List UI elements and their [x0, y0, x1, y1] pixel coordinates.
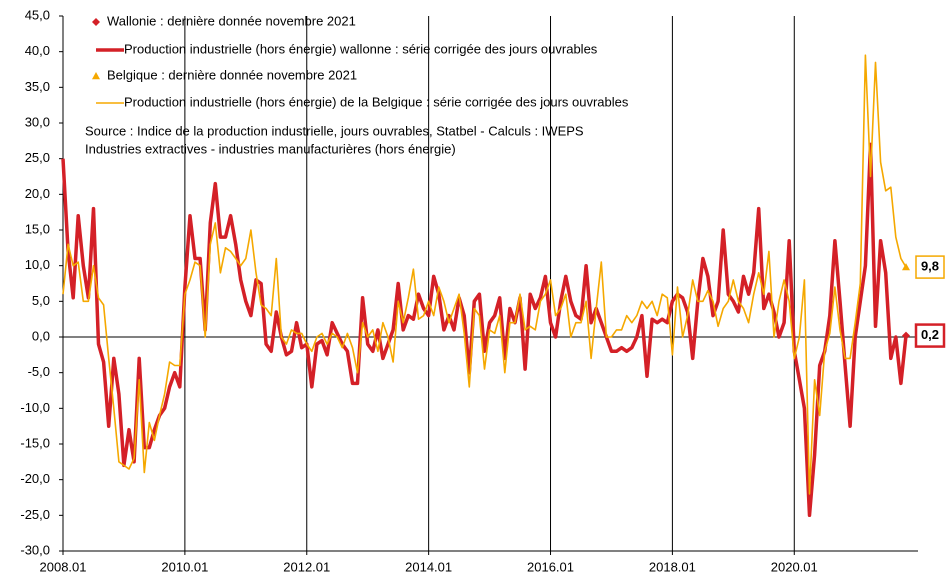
x-tick-label: 2020.01	[771, 559, 818, 574]
y-tick-label: -20,0	[20, 471, 50, 486]
annotation: Industries extractives - industries manu…	[85, 141, 456, 156]
series-line	[61, 142, 908, 518]
y-tick-label: -5,0	[28, 364, 50, 379]
x-tick-label: 2012.01	[283, 559, 330, 574]
y-tick-label: 5,0	[32, 293, 50, 308]
y-tick-label: 15,0	[25, 221, 50, 236]
legend-marker	[92, 72, 100, 80]
y-tick-label: 0,0	[32, 328, 50, 343]
legend-label: Production industrielle (hors énergie) d…	[124, 94, 629, 109]
y-tick-label: -15,0	[20, 435, 50, 450]
y-tick-label: 35,0	[25, 79, 50, 94]
y-tick-label: 10,0	[25, 257, 50, 272]
legend-label: Production industrielle (hors énergie) w…	[124, 41, 598, 56]
value-label-box	[915, 255, 945, 279]
series-line	[62, 54, 907, 495]
y-tick-label: 30,0	[25, 114, 50, 129]
legend-marker	[92, 18, 100, 26]
y-tick-label: -25,0	[20, 507, 50, 522]
y-tick-label: -30,0	[20, 542, 50, 557]
value-label-box	[914, 323, 946, 348]
x-tick-label: 2010.01	[161, 559, 208, 574]
legend-label: Belgique : dernière donnée novembre 2021	[107, 67, 357, 82]
x-tick-label: 2014.01	[405, 559, 452, 574]
y-tick-label: 25,0	[25, 150, 50, 165]
value-label: 0,2	[921, 327, 939, 342]
y-tick-label: 20,0	[25, 186, 50, 201]
x-tick-label: 2008.01	[40, 559, 87, 574]
annotation: Source : Indice de la production industr…	[85, 123, 584, 138]
y-tick-label: -10,0	[20, 400, 50, 415]
x-tick-label: 2018.01	[649, 559, 696, 574]
x-tick-label: 2016.01	[527, 559, 574, 574]
legend-label: Wallonie : dernière donnée novembre 2021	[107, 13, 356, 28]
last-point-marker	[902, 263, 910, 271]
y-tick-label: 45,0	[25, 7, 50, 22]
y-tick-label: 40,0	[25, 43, 50, 58]
last-point-marker	[902, 331, 910, 340]
value-label: 9,8	[921, 259, 939, 274]
